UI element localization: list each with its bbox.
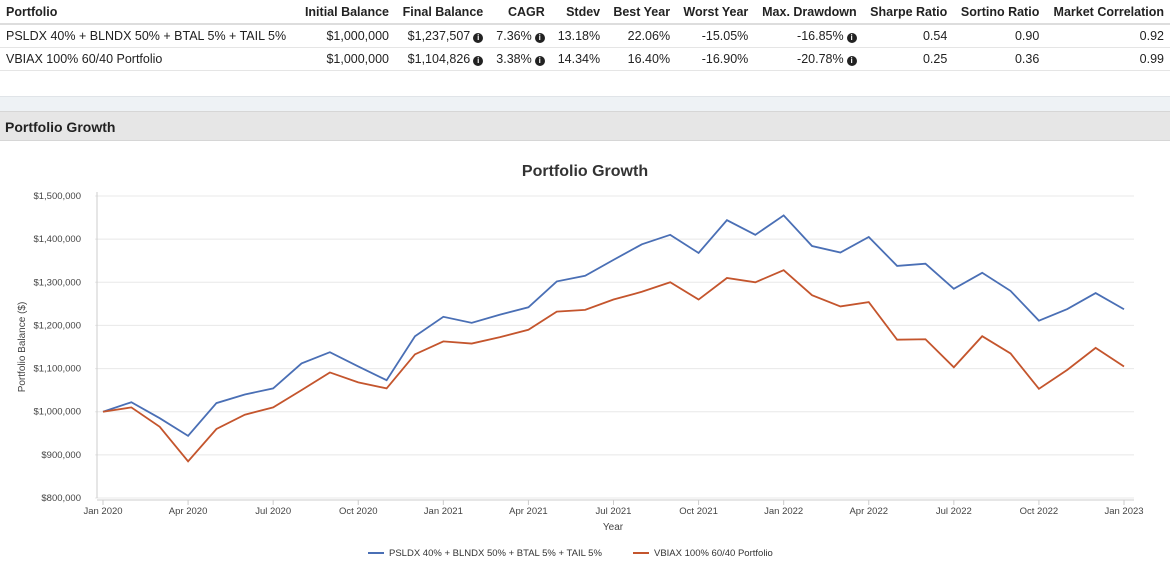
cell-value: -16.85%	[797, 29, 844, 43]
column-header[interactable]: Stdev	[550, 0, 607, 25]
table-cell: $1,104,826 i	[395, 47, 490, 71]
portfolio-summary-table: Portfolio Initial Balance Final Balance CAG…	[0, 0, 1170, 71]
x-axis-label: Year	[603, 522, 624, 533]
table-cell: 7.36% i	[489, 24, 551, 48]
table-cell: -16.90%	[676, 47, 755, 71]
column-header[interactable]: CAGR	[489, 0, 551, 25]
cell-value: $1,237,507	[407, 29, 471, 43]
y-tick-label: $1,000,000	[33, 407, 81, 418]
column-header[interactable]: Best Year	[606, 0, 677, 25]
cell-value: 7.36%	[496, 29, 532, 43]
table-cell: -20.78% i	[754, 47, 863, 71]
x-tick-label: Apr 2022	[849, 506, 888, 517]
column-header[interactable]: Market Correlation	[1045, 0, 1170, 25]
x-tick-label: Apr 2021	[509, 506, 548, 517]
cell-value: 13.18%	[557, 29, 601, 43]
y-tick-label: $1,300,000	[33, 277, 81, 288]
cell-value: $1,104,826	[407, 52, 471, 66]
table-cell: 0.25	[862, 47, 954, 71]
legend-label: PSLDX 40% + BLNDX 50% + BTAL 5% + TAIL 5…	[389, 548, 602, 559]
cell-value: $1,000,000	[326, 29, 390, 43]
table-row: VBIAX 100% 60/40 Portfolio $1,000,000 $1,1…	[0, 47, 1170, 71]
x-tick-label: Jan 2023	[1104, 506, 1143, 517]
table-cell: 3.38% i	[489, 47, 551, 71]
table-cell: 16.40%	[606, 47, 677, 71]
table-cell: 0.92	[1045, 24, 1170, 48]
column-header[interactable]: Portfolio	[0, 0, 298, 25]
table-cell: 0.36	[953, 47, 1046, 71]
table-cell: 13.18%	[550, 24, 607, 48]
cell-value: 0.92	[1139, 29, 1164, 43]
cell-value: -20.78%	[797, 52, 844, 66]
y-tick-label: $1,200,000	[33, 320, 81, 331]
table-cell: VBIAX 100% 60/40 Portfolio	[0, 47, 298, 71]
info-circle-icon[interactable]: i	[534, 33, 545, 43]
info-circle-icon[interactable]: i	[846, 33, 857, 43]
y-tick-label: $900,000	[41, 450, 81, 461]
cell-value: -16.90%	[701, 52, 749, 66]
chart-title: Portfolio Growth	[522, 163, 648, 180]
divider-band	[0, 96, 1170, 111]
column-header[interactable]: Sortino Ratio	[953, 0, 1046, 25]
table-cell: -15.05%	[676, 24, 755, 48]
column-header[interactable]: Initial Balance	[297, 0, 396, 25]
cell-value: VBIAX 100% 60/40 Portfolio	[6, 52, 163, 66]
cell-value: 22.06%	[627, 29, 671, 43]
table-row: PSLDX 40% + BLNDX 50% + BTAL 5% + TAIL 5…	[0, 24, 1170, 48]
column-header[interactable]: Sharpe Ratio	[862, 0, 954, 25]
series-line	[102, 269, 1125, 463]
x-tick-label: Jan 2021	[424, 506, 463, 517]
cell-value: 0.90	[1014, 29, 1040, 43]
table-cell: PSLDX 40% + BLNDX 50% + BTAL 5% + TAIL 5…	[0, 24, 298, 48]
legend-label: VBIAX 100% 60/40 Portfolio	[654, 548, 773, 559]
table-cell: 0.54	[862, 24, 954, 48]
cell-value: 0.25	[922, 52, 948, 66]
cell-value: 0.99	[1139, 52, 1164, 66]
info-circle-icon[interactable]: i	[534, 56, 545, 66]
y-axis-label: Portfolio Balance ($)	[17, 302, 28, 393]
x-tick-label: Jul 2022	[936, 506, 972, 517]
x-tick-label: Oct 2020	[339, 506, 378, 517]
table-cell: $1,000,000	[297, 47, 396, 71]
y-tick-label: $1,100,000	[33, 364, 81, 375]
x-tick-label: Jul 2021	[596, 506, 632, 517]
table-cell: 14.34%	[550, 47, 607, 71]
table-cell: 22.06%	[606, 24, 677, 48]
x-tick-label: Jan 2020	[83, 506, 122, 517]
x-tick-label: Apr 2020	[169, 506, 208, 517]
y-tick-label: $800,000	[41, 493, 81, 504]
x-tick-label: Jul 2020	[255, 506, 291, 517]
info-circle-icon[interactable]: i	[473, 56, 484, 66]
y-tick-label: $1,400,000	[33, 234, 81, 245]
column-header[interactable]: Max. Drawdown	[754, 0, 863, 25]
table-header-row: Portfolio Initial Balance Final Balance CAG…	[0, 0, 1170, 25]
info-circle-icon[interactable]: i	[846, 56, 857, 66]
section-header: Portfolio Growth	[0, 111, 1170, 141]
cell-value: 0.54	[922, 29, 948, 43]
x-tick-label: Oct 2022	[1020, 506, 1059, 517]
cell-value: -15.05%	[701, 29, 749, 43]
x-tick-label: Oct 2021	[679, 506, 718, 517]
table-cell: 0.99	[1045, 47, 1170, 71]
table-cell: $1,000,000	[297, 24, 396, 48]
column-header[interactable]: Worst Year	[676, 0, 755, 25]
cell-value: 14.34%	[557, 52, 601, 66]
table-cell: $1,237,507 i	[395, 24, 490, 48]
table-cell: 0.90	[953, 24, 1046, 48]
cell-value: 0.36	[1014, 52, 1040, 66]
y-tick-label: $1,500,000	[33, 191, 81, 202]
x-tick-label: Jan 2022	[764, 506, 803, 517]
cell-value: 3.38%	[496, 52, 532, 66]
info-circle-icon[interactable]: i	[473, 33, 484, 43]
column-header[interactable]: Final Balance	[395, 0, 490, 25]
portfolio-growth-chart: Portfolio Growth $800,000 $900,000 $1,000,0…	[17, 163, 1144, 559]
cell-value: PSLDX 40% + BLNDX 50% + BTAL 5% + TAIL 5…	[6, 29, 287, 43]
cell-value: $1,000,000	[326, 52, 390, 66]
cell-value: 16.40%	[627, 52, 671, 66]
table-cell: -16.85% i	[754, 24, 863, 48]
